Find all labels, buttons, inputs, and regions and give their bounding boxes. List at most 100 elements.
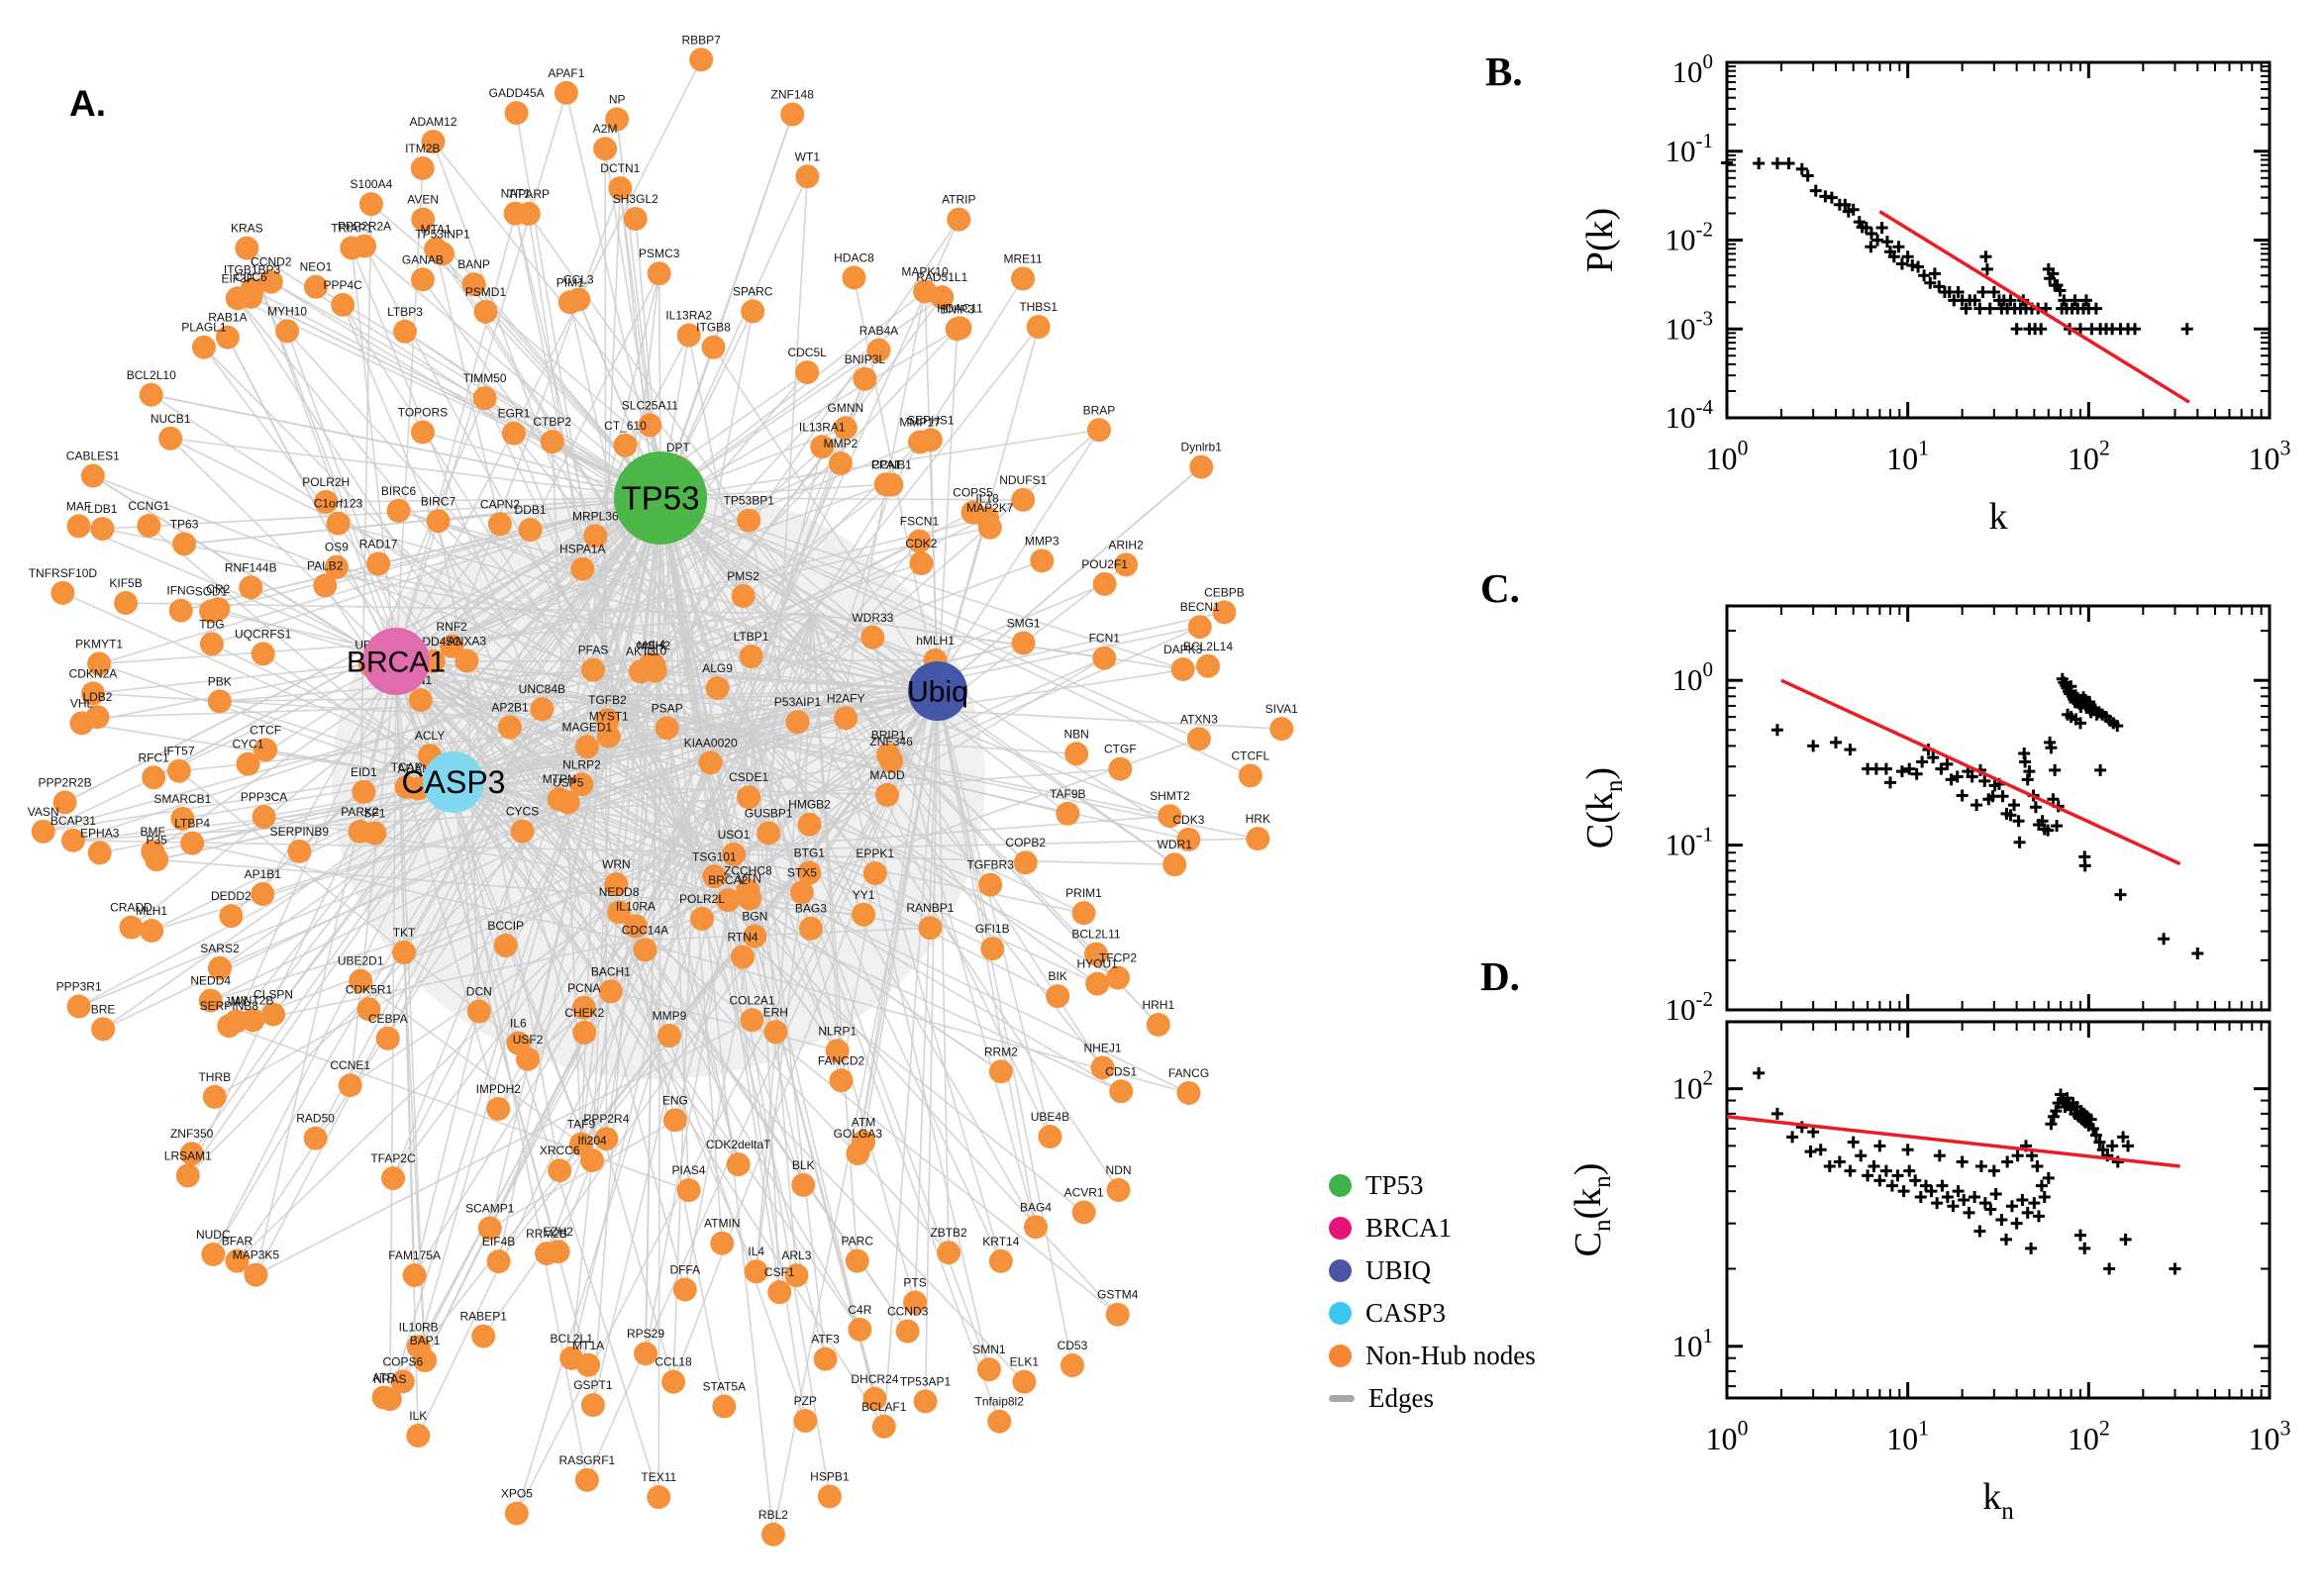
gene-node-label: CDK3 xyxy=(1172,813,1204,827)
gene-node-label: MYH10 xyxy=(267,304,307,318)
hub-node-tp53 xyxy=(614,451,707,545)
gene-node xyxy=(141,840,165,864)
gene-node-label: BCCIP xyxy=(487,919,524,933)
tick-label: 100 xyxy=(1706,436,1749,476)
gene-node-label: IFNG xyxy=(166,584,195,598)
gene-node-label: Dynlrb1 xyxy=(1181,441,1223,454)
tick-label: 102 xyxy=(2068,1416,2110,1456)
gene-node xyxy=(244,1262,268,1287)
gene-node xyxy=(913,279,938,304)
gene-node xyxy=(871,1414,896,1439)
gene-node xyxy=(199,599,224,624)
gene-node xyxy=(241,1008,265,1033)
gene-node-label: BIRC7 xyxy=(421,494,456,508)
gene-node xyxy=(1086,418,1111,443)
gene-node xyxy=(175,1163,200,1188)
gene-node xyxy=(235,236,259,260)
gene-node-label: STX5 xyxy=(787,865,817,879)
gene-node-label: CDK5R1 xyxy=(346,982,393,996)
gene-node-label: WRN xyxy=(602,857,631,871)
legend-label: UBIQ xyxy=(1365,1255,1431,1285)
gene-node xyxy=(1238,763,1262,788)
gene-node-label: USP5 xyxy=(553,775,584,789)
gene-node xyxy=(833,416,858,441)
gene-node-label: IL18 xyxy=(975,491,999,505)
gene-node-label: ATXN3 xyxy=(1180,712,1218,726)
gene-node-label: BNIP3L xyxy=(845,352,886,366)
axis-label: k xyxy=(1989,496,2008,538)
gene-node xyxy=(1187,615,1212,640)
gene-node-label: DCTN1 xyxy=(600,161,640,175)
gene-node-label: CTCF xyxy=(250,723,281,737)
gene-node xyxy=(261,1002,286,1027)
gene-node xyxy=(873,472,898,497)
gene-node-label: HMGB2 xyxy=(788,798,831,812)
gene-node xyxy=(381,1166,406,1191)
gene-node xyxy=(690,907,715,932)
gene-node xyxy=(608,176,633,201)
gene-node xyxy=(472,386,497,411)
panel-b-label: B. xyxy=(1485,49,1523,94)
gene-node-label: EIF4B xyxy=(482,1235,515,1248)
gene-node xyxy=(639,651,663,676)
gene-node xyxy=(240,277,264,302)
gene-node-label: BIRC6 xyxy=(381,484,417,498)
gene-node-label: IL13RA2 xyxy=(665,309,712,323)
gene-node-label: BANP xyxy=(457,257,490,271)
gene-node xyxy=(454,648,479,673)
gene-node-label: AKT3 xyxy=(626,645,656,658)
plot-frame xyxy=(1725,1020,2272,1400)
gene-node xyxy=(487,512,512,537)
gene-node xyxy=(303,1126,328,1150)
gene-node-label: IL10RB xyxy=(399,1320,439,1334)
gene-node xyxy=(225,1248,250,1273)
gene-node xyxy=(566,287,591,312)
gene-node-label: CDC6 xyxy=(235,270,267,284)
hub-label-tp53: TP53 xyxy=(622,480,700,517)
gene-node xyxy=(1090,1055,1115,1080)
gene-node xyxy=(31,819,55,844)
gene-node xyxy=(402,1263,427,1288)
gene-node-label: ARL3 xyxy=(781,1248,811,1262)
gene-node xyxy=(1105,1302,1130,1327)
gene-node-label: FCN1 xyxy=(1089,632,1121,646)
gene-node xyxy=(1013,850,1038,875)
gene-node-label: AP2B1 xyxy=(491,701,529,715)
gene-node-label: RNF2 xyxy=(437,620,468,634)
gene-node-label: THBS1 xyxy=(1019,300,1058,314)
gene-node-label: MMP3 xyxy=(1025,534,1060,548)
gene-node-label: VHL xyxy=(70,696,94,710)
gene-node xyxy=(763,1020,788,1045)
gene-node xyxy=(879,748,904,773)
gene-node-label: PSMD1 xyxy=(465,285,507,299)
gene-node-label: RRM2B xyxy=(526,1227,567,1241)
gene-node-label: FAM175A xyxy=(388,1248,441,1262)
gene-node xyxy=(860,625,885,649)
gene-node-label: MMP17 xyxy=(899,415,941,429)
gene-node-label: PSAP xyxy=(652,701,683,715)
gene-node-label: RANBP1 xyxy=(906,901,954,915)
gene-node-label: AP1B1 xyxy=(245,867,282,881)
gene-node xyxy=(313,573,338,598)
gene-node xyxy=(623,207,648,232)
gene-node xyxy=(486,1249,511,1274)
gene-node xyxy=(1083,942,1108,966)
gene-node xyxy=(366,551,391,576)
gene-node xyxy=(988,1059,1013,1084)
gene-node-label: BNIP3 xyxy=(940,302,974,316)
gene-node xyxy=(411,207,436,232)
gene-node-label: CDC14A xyxy=(622,923,668,937)
gene-node-label: PKMYT1 xyxy=(75,637,123,650)
gene-node xyxy=(258,269,283,294)
gene-node xyxy=(137,514,161,539)
gene-node-label: VTN xyxy=(738,872,761,886)
gene-node xyxy=(583,524,608,549)
gene-node-label: RAD50 xyxy=(296,1112,335,1126)
gene-node-label: BRCA2 xyxy=(708,873,748,887)
gene-node-label: ITM2B xyxy=(405,142,440,155)
gene-node xyxy=(253,738,278,762)
gene-node-label: ATMIN xyxy=(704,1217,740,1231)
gene-node xyxy=(501,421,526,446)
gene-node-label: AVEN xyxy=(407,193,439,207)
gene-node xyxy=(215,325,240,349)
